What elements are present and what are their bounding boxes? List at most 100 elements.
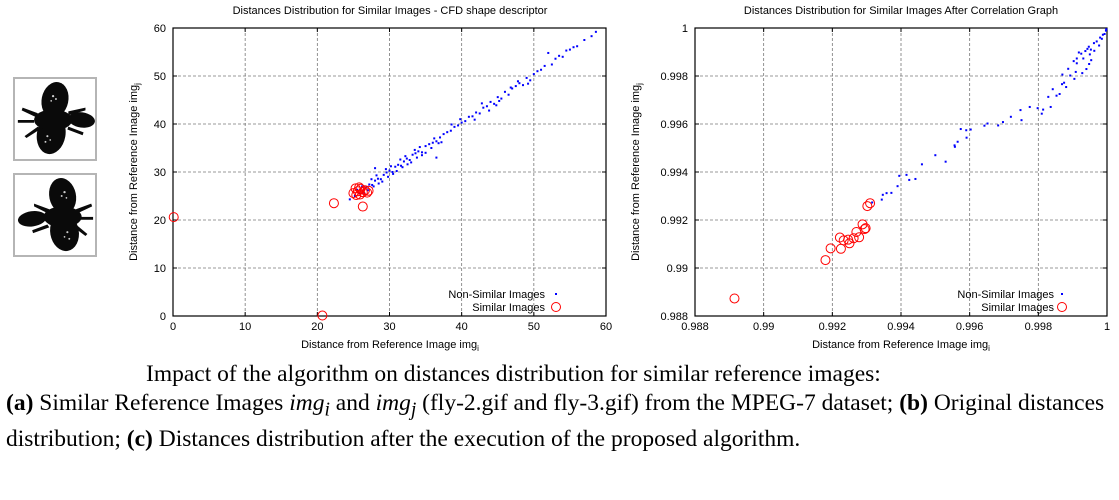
x-tick-label: 40 xyxy=(456,321,468,333)
data-point-similar xyxy=(729,293,740,304)
data-point-non-similar xyxy=(482,106,485,109)
x-tick-label: 0.99 xyxy=(753,321,774,333)
y-tick-label: 30 xyxy=(154,167,166,179)
data-point-non-similar xyxy=(473,118,476,121)
y-axis-label: Distance from Reference Image imgj xyxy=(128,83,142,261)
data-point-similar xyxy=(359,185,370,196)
data-point-non-similar xyxy=(547,51,550,54)
data-point-non-similar xyxy=(1063,81,1066,84)
data-point-non-similar xyxy=(420,151,423,154)
caption-tag-c: (c) xyxy=(126,425,153,452)
caption-tag-a: (a) xyxy=(6,390,34,416)
data-point-non-similar xyxy=(399,158,402,161)
data-point-non-similar xyxy=(1087,45,1090,48)
y-tick-label: 0.996 xyxy=(660,119,688,131)
data-point-non-similar xyxy=(402,160,405,163)
data-point-non-similar xyxy=(550,63,553,66)
data-point-non-similar xyxy=(433,137,436,140)
data-point-non-similar xyxy=(382,173,385,176)
data-point-non-similar xyxy=(418,146,421,149)
data-point-non-similar xyxy=(401,166,404,169)
data-point-similar xyxy=(854,232,865,243)
data-point-non-similar xyxy=(405,157,408,160)
y-tick-label: 10 xyxy=(154,263,166,275)
data-point-non-similar xyxy=(1075,57,1078,60)
data-point-non-similar xyxy=(498,99,501,102)
data-point-non-similar xyxy=(554,57,557,60)
data-point-non-similar xyxy=(457,124,460,127)
data-point-non-similar xyxy=(516,80,519,83)
data-point-similar xyxy=(354,182,365,193)
data-point-non-similar xyxy=(1040,112,1043,115)
data-point-non-similar xyxy=(1099,36,1102,39)
data-point-similar xyxy=(168,212,179,223)
data-point-non-similar xyxy=(1089,48,1092,51)
fly-silhouette-icon xyxy=(17,178,94,252)
x-tick-label: 60 xyxy=(600,321,612,333)
data-point-similar xyxy=(862,201,873,212)
y-tick-label: 0.992 xyxy=(660,215,688,227)
data-point-non-similar xyxy=(480,102,483,105)
data-point-similar xyxy=(835,243,846,254)
x-tick-label: 0.996 xyxy=(956,321,984,333)
data-point-non-similar xyxy=(1065,86,1068,89)
data-point-non-similar xyxy=(558,54,561,57)
data-point-non-similar xyxy=(532,73,535,76)
data-point-non-similar xyxy=(495,104,498,107)
data-point-non-similar xyxy=(408,159,411,161)
legend-label-non-similar: Non-Similar Images xyxy=(448,289,545,301)
data-point-non-similar xyxy=(1058,93,1061,95)
data-point-non-similar xyxy=(1020,119,1023,122)
data-point-similar xyxy=(860,223,871,234)
data-point-non-similar xyxy=(914,177,917,180)
data-point-non-similar xyxy=(565,49,568,52)
data-point-non-similar xyxy=(439,136,442,139)
data-point-non-similar xyxy=(1084,50,1087,53)
data-point-non-similar xyxy=(959,128,962,131)
data-point-non-similar xyxy=(944,160,947,163)
x-tick-label: 0.988 xyxy=(681,321,709,333)
data-point-non-similar xyxy=(511,87,514,90)
data-point-non-similar xyxy=(1047,95,1050,98)
data-point-non-similar xyxy=(395,170,398,173)
data-point-non-similar xyxy=(1019,109,1022,112)
data-point-similar xyxy=(857,219,868,230)
data-point-non-similar xyxy=(953,145,956,148)
caption-text-a1: Similar Reference Images xyxy=(33,390,290,416)
data-point-non-similar xyxy=(1042,108,1045,111)
x-tick-label: 30 xyxy=(383,321,395,333)
data-point-non-similar xyxy=(1103,33,1106,35)
figure-caption: Impact of the algorithm on distances dis… xyxy=(6,360,1116,454)
data-point-non-similar xyxy=(411,153,414,156)
fly-silhouette-icon xyxy=(17,82,95,155)
data-point-non-similar xyxy=(1072,60,1075,63)
data-point-non-similar xyxy=(965,136,968,139)
data-point-non-similar xyxy=(1085,68,1088,71)
data-point-non-similar xyxy=(424,151,427,154)
data-point-non-similar xyxy=(389,165,392,168)
data-point-non-similar xyxy=(394,165,397,168)
data-point-non-similar xyxy=(934,154,937,157)
y-tick-label: 40 xyxy=(154,119,166,131)
x-tick-label: 0.998 xyxy=(1025,321,1053,333)
data-point-non-similar xyxy=(406,163,409,166)
data-point-similar xyxy=(848,233,859,244)
data-point-non-similar xyxy=(415,156,418,159)
data-point-similar xyxy=(317,310,328,321)
data-point-non-similar xyxy=(536,70,539,73)
data-point-non-similar xyxy=(1105,28,1108,31)
data-point-non-similar xyxy=(594,30,597,33)
data-point-non-similar xyxy=(1074,70,1077,73)
data-point-non-similar xyxy=(453,125,456,128)
data-point-non-similar xyxy=(385,171,388,174)
data-point-similar xyxy=(820,255,831,266)
data-point-non-similar xyxy=(522,84,525,87)
data-point-non-similar xyxy=(478,112,481,115)
data-point-non-similar xyxy=(366,189,369,192)
data-point-non-similar xyxy=(471,115,474,118)
data-point-non-similar xyxy=(428,143,431,146)
data-point-non-similar xyxy=(1098,44,1101,47)
data-point-non-similar xyxy=(1075,62,1078,65)
data-point-non-similar xyxy=(514,85,517,88)
data-point-non-similar xyxy=(435,140,438,143)
